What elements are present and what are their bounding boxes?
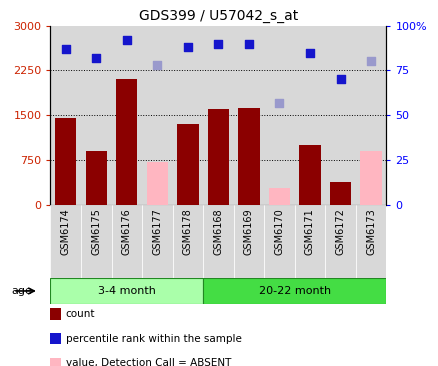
FancyBboxPatch shape (203, 205, 233, 278)
FancyBboxPatch shape (172, 205, 203, 278)
Point (336, 76, 343, 82)
Text: GSM6168: GSM6168 (213, 209, 223, 255)
Bar (55, 118, 76, 205)
Bar (294, 26, 325, 205)
Text: value, Detection Call = ABSENT: value, Detection Call = ABSENT (66, 358, 231, 366)
Text: 3-4 month: 3-4 month (98, 286, 155, 296)
Bar (146, 162, 168, 205)
Bar (111, 26, 142, 205)
Bar (355, 26, 385, 205)
Bar (207, 109, 229, 205)
Bar (264, 26, 294, 205)
Text: percentile rank within the sample: percentile rank within the sample (66, 333, 241, 344)
Point (276, 100, 283, 106)
Text: GSM6173: GSM6173 (365, 209, 375, 255)
Text: GSM6169: GSM6169 (244, 209, 253, 255)
Text: 20-22 month: 20-22 month (258, 286, 330, 296)
Text: GSM6174: GSM6174 (60, 209, 71, 255)
Point (92, 55, 99, 61)
Bar (329, 182, 350, 205)
Bar (360, 151, 381, 205)
Bar (85, 151, 107, 205)
FancyBboxPatch shape (142, 205, 172, 278)
Text: GSM6176: GSM6176 (121, 209, 131, 255)
FancyBboxPatch shape (264, 205, 294, 278)
Text: GSM6175: GSM6175 (91, 209, 101, 255)
Title: GDS399 / U57042_s_at: GDS399 / U57042_s_at (138, 9, 297, 23)
Point (245, 41, 252, 46)
Bar (177, 124, 198, 205)
Bar (81, 26, 111, 205)
Bar (50, 26, 81, 205)
FancyBboxPatch shape (50, 278, 203, 304)
FancyBboxPatch shape (233, 205, 264, 278)
Point (184, 44, 191, 50)
Bar (203, 26, 233, 205)
Text: GSM6171: GSM6171 (304, 209, 314, 255)
Text: GSM6177: GSM6177 (152, 209, 162, 255)
Point (367, 59, 374, 64)
Point (306, 49, 313, 55)
FancyBboxPatch shape (325, 205, 355, 278)
Text: GSM6178: GSM6178 (183, 209, 192, 255)
FancyBboxPatch shape (203, 278, 385, 304)
Bar (268, 188, 290, 205)
FancyBboxPatch shape (111, 205, 142, 278)
Bar (325, 26, 355, 205)
FancyBboxPatch shape (81, 205, 111, 278)
Text: count: count (66, 309, 95, 319)
Point (123, 37, 130, 43)
Point (214, 41, 221, 46)
FancyBboxPatch shape (355, 205, 385, 278)
Bar (172, 26, 203, 205)
Bar (233, 26, 264, 205)
Bar (238, 108, 259, 205)
Text: GSM6170: GSM6170 (274, 209, 284, 255)
Point (62, 46, 69, 52)
Text: GSM6172: GSM6172 (335, 209, 345, 255)
FancyBboxPatch shape (50, 205, 81, 278)
Point (153, 62, 160, 68)
FancyBboxPatch shape (294, 205, 325, 278)
Bar (116, 79, 137, 205)
Bar (142, 26, 172, 205)
Bar (299, 145, 320, 205)
Text: age: age (11, 286, 32, 296)
